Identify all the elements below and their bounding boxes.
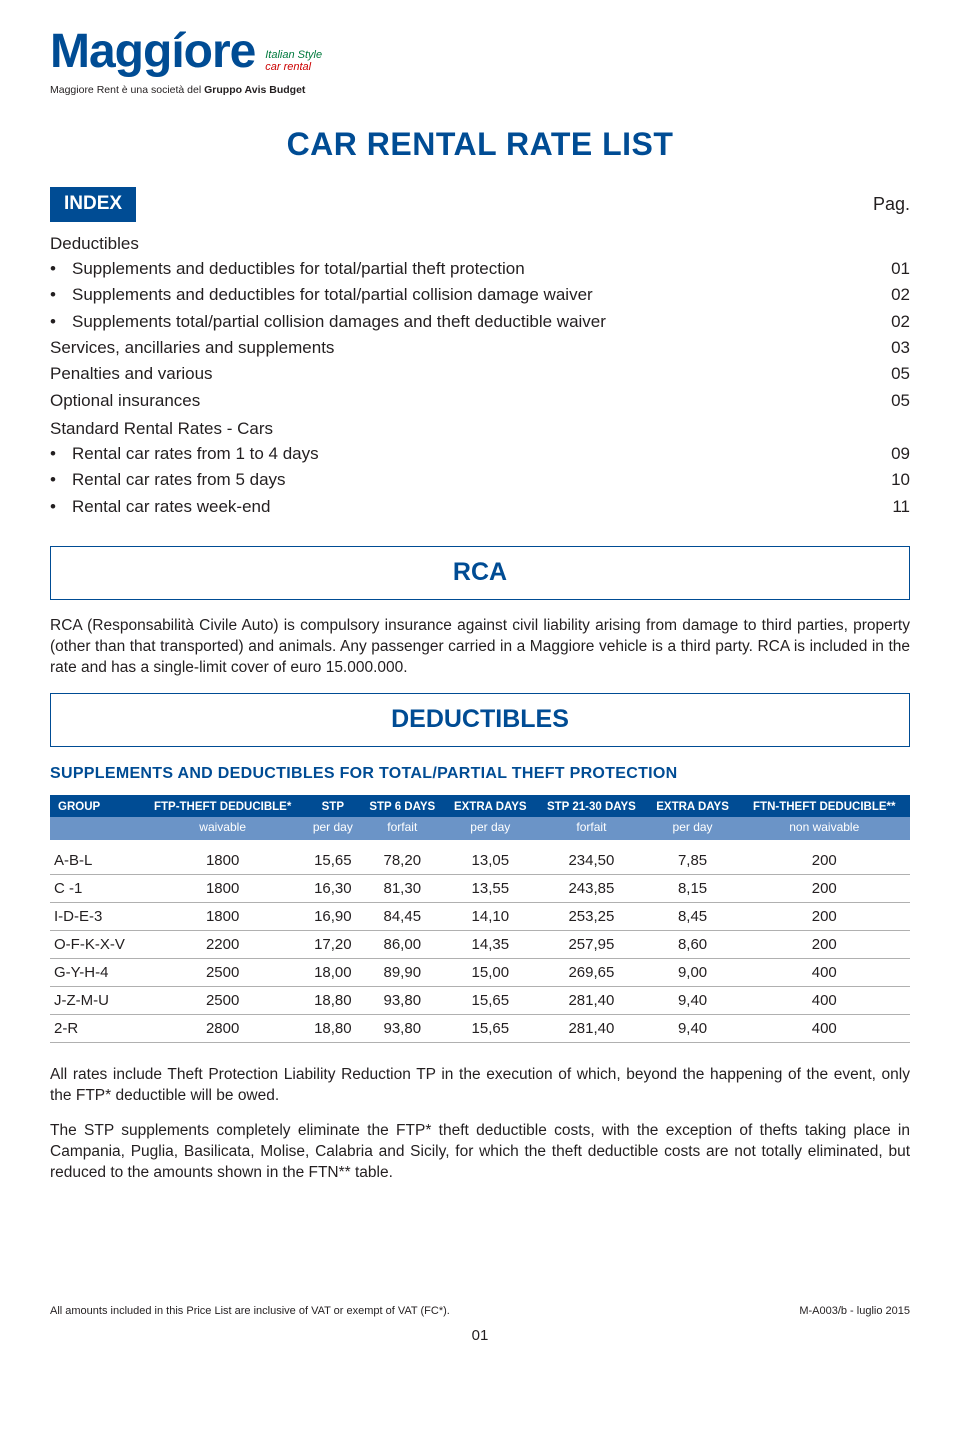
index-item: Penalties and various05 xyxy=(50,361,910,387)
deductibles-table: GROUP FTP-THEFT DEDUCIBLE* STP STP 6 DAY… xyxy=(50,795,910,1043)
th-extra1: EXTRA DAYS xyxy=(444,795,536,817)
index-group-deductibles: Deductibles xyxy=(50,232,910,256)
th-ftn: FTN-THEFT DEDUCIBLE** xyxy=(739,795,911,817)
table-row: 2-R280018,8093,8015,65281,409,40400 xyxy=(50,1015,910,1043)
index-group-rates: Standard Rental Rates - Cars xyxy=(50,417,910,441)
logo-text: Maggíore xyxy=(50,30,255,73)
tagline: Maggiore Rent è una società del Gruppo A… xyxy=(50,83,910,98)
index-item: •Rental car rates from 5 days10 xyxy=(50,467,910,493)
table-header-row-1: GROUP FTP-THEFT DEDUCIBLE* STP STP 6 DAY… xyxy=(50,795,910,817)
footer: All amounts included in this Price List … xyxy=(50,1304,910,1319)
footer-right: M-A003/b - luglio 2015 xyxy=(799,1304,910,1319)
index-item: •Rental car rates from 1 to 4 days09 xyxy=(50,441,910,467)
th-stp: STP xyxy=(305,795,360,817)
page-title: CAR RENTAL RATE LIST xyxy=(50,122,910,167)
deductibles-note-1: All rates include Theft Protection Liabi… xyxy=(50,1065,910,1107)
table-row: C -1180016,3081,3013,55243,858,15200 xyxy=(50,875,910,903)
index-item: •Supplements and deductibles for total/p… xyxy=(50,256,910,282)
table-row: G-Y-H-4250018,0089,9015,00269,659,00400 xyxy=(50,959,910,987)
index-item: •Rental car rates week-end11 xyxy=(50,494,910,520)
section-title-rca: RCA xyxy=(50,546,910,600)
table-row: J-Z-M-U250018,8093,8015,65281,409,40400 xyxy=(50,987,910,1015)
th-stp6: STP 6 DAYS xyxy=(360,795,444,817)
index-item: Optional insurances05 xyxy=(50,388,910,414)
page-number: 01 xyxy=(50,1325,910,1346)
index-item: •Supplements total/partial collision dam… xyxy=(50,309,910,335)
deductibles-note-2: The STP supplements completely eliminate… xyxy=(50,1121,910,1184)
pag-label: Pag. xyxy=(873,192,910,217)
rca-paragraph: RCA (Responsabilità Civile Auto) is comp… xyxy=(50,616,910,679)
index-header-row: INDEX Pag. xyxy=(50,187,910,223)
index-item: Services, ancillaries and supplements03 xyxy=(50,335,910,361)
table-row: A-B-L180015,6578,2013,05234,507,85200 xyxy=(50,840,910,875)
index-block: Deductibles •Supplements and deductibles… xyxy=(50,232,910,520)
table-row: I-D-E-3180016,9084,4514,10253,258,45200 xyxy=(50,903,910,931)
th-stp21: STP 21-30 DAYS xyxy=(536,795,646,817)
th-group: GROUP xyxy=(50,795,140,817)
deductibles-subhead: SUPPLEMENTS AND DEDUCTIBLES FOR TOTAL/PA… xyxy=(50,763,910,785)
table-row: O-F-K-X-V220017,2086,0014,35257,958,6020… xyxy=(50,931,910,959)
th-extra2: EXTRA DAYS xyxy=(647,795,739,817)
table-header-row-2: waivable per day forfait per day forfait… xyxy=(50,817,910,840)
logo-subtitle: Italian Style car rental xyxy=(265,49,322,73)
footer-left: All amounts included in this Price List … xyxy=(50,1304,450,1319)
index-item: •Supplements and deductibles for total/p… xyxy=(50,282,910,308)
section-title-deductibles: DEDUCTIBLES xyxy=(50,693,910,747)
index-badge: INDEX xyxy=(50,187,136,223)
logo-block: Maggíore Italian Style car rental xyxy=(50,30,910,73)
th-ftp: FTP-THEFT DEDUCIBLE* xyxy=(140,795,306,817)
